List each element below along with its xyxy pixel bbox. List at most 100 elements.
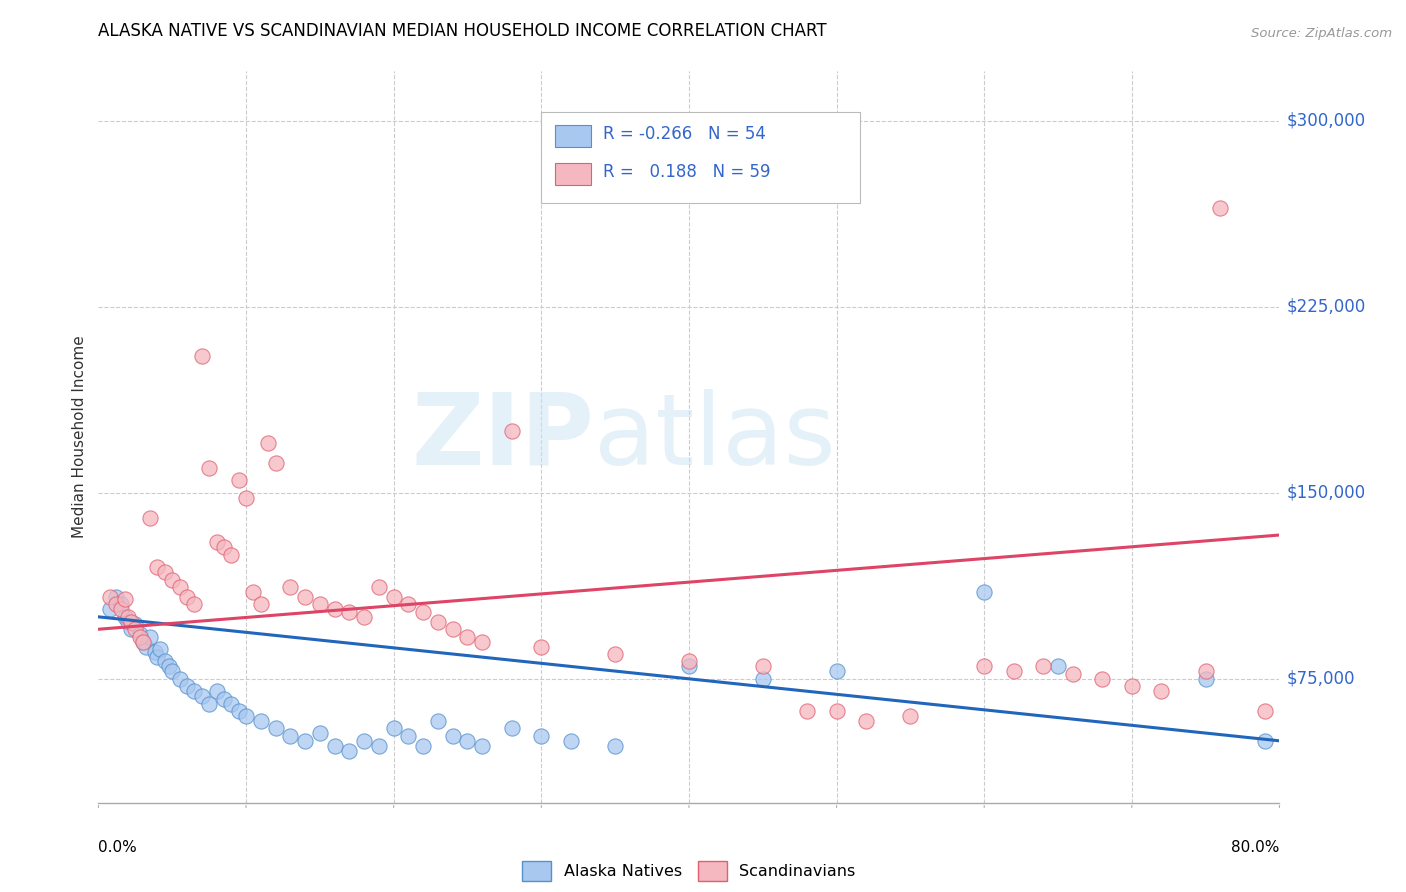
Point — [1002, 665, 1025, 679]
Point — [1209, 201, 1232, 215]
Point — [441, 622, 464, 636]
Point — [257, 436, 280, 450]
Point — [530, 640, 553, 654]
Text: ZIP: ZIP — [412, 389, 595, 485]
Point — [294, 590, 316, 604]
Point — [98, 602, 121, 616]
Point — [124, 622, 146, 636]
Point — [1121, 679, 1143, 693]
Point — [1046, 659, 1069, 673]
Point — [120, 615, 142, 629]
Point — [855, 714, 877, 728]
Point — [1150, 684, 1173, 698]
Text: 80.0%: 80.0% — [1232, 840, 1279, 855]
Point — [368, 739, 391, 753]
Point — [560, 734, 582, 748]
Point — [198, 697, 221, 711]
Point — [382, 722, 405, 736]
Point — [183, 684, 205, 698]
Point — [250, 598, 273, 612]
Point — [1091, 672, 1114, 686]
Point — [605, 647, 627, 661]
Point — [110, 598, 132, 612]
Point — [337, 605, 360, 619]
Point — [250, 714, 273, 728]
Point — [412, 739, 434, 753]
Point — [1032, 659, 1054, 673]
Text: $300,000: $300,000 — [1286, 112, 1365, 130]
Point — [146, 560, 169, 574]
Point — [143, 644, 166, 658]
Point — [530, 729, 553, 743]
Point — [110, 602, 132, 616]
Point — [162, 665, 183, 679]
Point — [294, 734, 316, 748]
Point — [264, 722, 287, 736]
Point — [501, 722, 523, 736]
Point — [1195, 665, 1218, 679]
Point — [128, 627, 150, 641]
Point — [278, 580, 302, 594]
Point — [1254, 704, 1277, 718]
Text: R =   0.188   N = 59: R = 0.188 N = 59 — [603, 162, 770, 180]
Point — [212, 541, 235, 555]
Point — [1195, 672, 1218, 686]
Text: R = -0.266   N = 54: R = -0.266 N = 54 — [603, 125, 766, 143]
Point — [396, 598, 419, 612]
Point — [135, 640, 157, 654]
Point — [124, 617, 146, 632]
Point — [212, 691, 235, 706]
Point — [139, 510, 162, 524]
Point — [235, 491, 257, 505]
Point — [153, 565, 176, 579]
Point — [157, 659, 180, 673]
Point — [900, 709, 922, 723]
Point — [191, 689, 214, 703]
Point — [441, 729, 464, 743]
Point — [825, 665, 848, 679]
Point — [235, 709, 257, 723]
Point — [169, 672, 191, 686]
Point — [117, 615, 139, 629]
Point — [183, 598, 205, 612]
Point — [228, 704, 250, 718]
Point — [796, 704, 818, 718]
Point — [323, 739, 346, 753]
Point — [678, 659, 700, 673]
Point — [353, 734, 375, 748]
Point — [105, 598, 128, 612]
Point — [153, 655, 176, 669]
Point — [120, 622, 142, 636]
FancyBboxPatch shape — [541, 112, 860, 203]
Bar — [555, 162, 591, 185]
Point — [219, 697, 242, 711]
Point — [132, 634, 155, 648]
Point — [309, 598, 332, 612]
Point — [382, 590, 405, 604]
Point — [751, 659, 773, 673]
Text: $150,000: $150,000 — [1286, 483, 1365, 502]
Point — [191, 350, 214, 364]
Legend: Alaska Natives, Scandinavians: Alaska Natives, Scandinavians — [516, 855, 862, 887]
Point — [198, 461, 221, 475]
Point — [219, 548, 242, 562]
Point — [146, 649, 169, 664]
Point — [242, 585, 264, 599]
Point — [205, 535, 228, 549]
Point — [205, 684, 228, 698]
Text: $75,000: $75,000 — [1286, 670, 1355, 688]
Point — [176, 679, 198, 693]
Point — [176, 590, 198, 604]
Point — [825, 704, 848, 718]
Text: ALASKA NATIVE VS SCANDINAVIAN MEDIAN HOUSEHOLD INCOME CORRELATION CHART: ALASKA NATIVE VS SCANDINAVIAN MEDIAN HOU… — [98, 22, 827, 40]
Point — [117, 610, 139, 624]
Point — [264, 456, 287, 470]
Point — [128, 630, 150, 644]
Bar — [555, 125, 591, 146]
Point — [278, 729, 302, 743]
Point — [471, 634, 494, 648]
Point — [309, 726, 332, 740]
Point — [98, 590, 121, 604]
Point — [1062, 666, 1084, 681]
Point — [456, 630, 478, 644]
